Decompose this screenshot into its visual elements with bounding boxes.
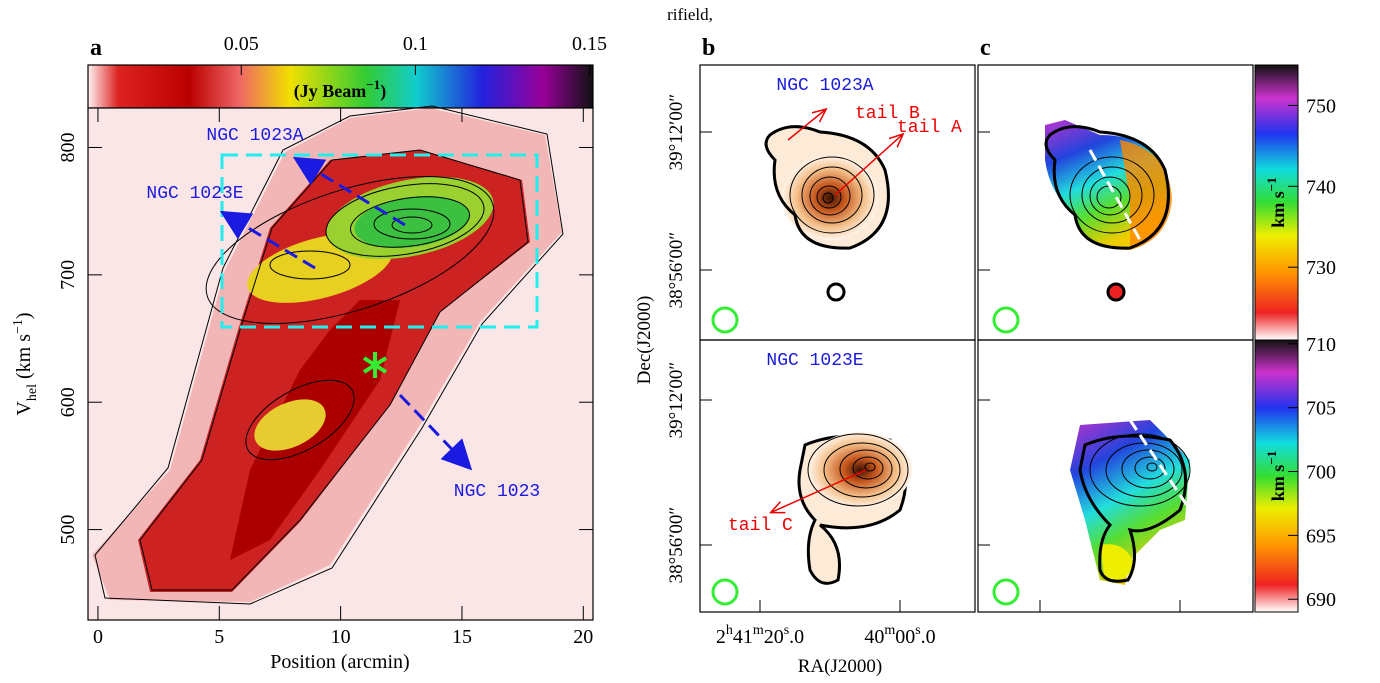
ra-tick-label: 40m00s.0	[864, 623, 935, 648]
maps	[699, 64, 1299, 613]
colorbar-tick-label: 690	[1306, 589, 1336, 611]
colorbar-tick-label: 0.1	[403, 33, 428, 55]
ra-tick-part: 40	[864, 626, 884, 648]
annotation: NGC 1023E	[146, 184, 243, 204]
ra-tick-part: m	[753, 623, 764, 638]
annotation: NGC 1023A	[776, 76, 873, 96]
ra-tick-part: s	[915, 623, 920, 638]
ra-tick-part: 20	[764, 626, 784, 648]
panel-label: b	[702, 35, 715, 61]
annotation: NGC 1023	[454, 482, 540, 502]
ra-tick-part: .0	[921, 626, 936, 648]
colorbar-tick-label: 0.05	[224, 33, 259, 55]
y-axis-label: Dec(J2000)	[634, 296, 655, 385]
y-tick-label: 800	[57, 132, 79, 162]
ra-tick-part: h	[726, 623, 733, 638]
colorbar-label: (Jy Beam−1)	[294, 77, 386, 102]
dec-tick-label: 38°56′00″	[666, 507, 687, 584]
x-axis-label: Position (arcmin)	[270, 651, 409, 673]
ra-tick-part: 41	[733, 626, 753, 648]
ra-tick-part: m	[884, 623, 895, 638]
label-part: −1	[1264, 177, 1279, 191]
y-axis-label: Vhel (km s−1)	[11, 312, 40, 415]
annotation: tail A	[897, 118, 962, 138]
ra-tick-part: 2	[716, 626, 726, 648]
pv-diagram	[88, 105, 593, 620]
colorbar-tick-label: 740	[1306, 176, 1336, 198]
label-part: −1	[1264, 451, 1279, 465]
colorbar-tick-label: 700	[1306, 462, 1336, 484]
colorbar-tick-label: 710	[1306, 334, 1336, 356]
x-axis-label: RA(J2000)	[798, 656, 882, 677]
colorbar	[88, 65, 593, 108]
ra-tick-label: 2h41m20s.0	[716, 623, 804, 648]
x-tick-label: 15	[452, 626, 472, 648]
annotation: NGC 1023E	[766, 351, 863, 371]
dec-tick-label: 39°12′00″	[666, 362, 687, 439]
colorbar-tick-label: 705	[1306, 398, 1336, 420]
x-tick-label: 20	[573, 626, 593, 648]
x-tick-label: 5	[214, 626, 224, 648]
colorbar-tick-label: 730	[1306, 257, 1336, 279]
colorbar-tick-label: 695	[1306, 525, 1336, 547]
x-tick-label: 10	[331, 626, 351, 648]
panel-label: a	[90, 35, 102, 61]
header-fragment: rifield,	[667, 5, 713, 24]
x-tick-label: 0	[93, 626, 103, 648]
ra-tick-part: 00	[895, 626, 915, 648]
annotation: tail C	[728, 516, 793, 536]
ra-tick-part: s	[784, 623, 789, 638]
panel-label: c	[980, 35, 991, 61]
colorbar-tick-label: 0.15	[572, 33, 607, 55]
dec-tick-label: 38°56′00″	[666, 232, 687, 309]
ra-tick-part: .0	[789, 626, 804, 648]
annotation: NGC 1023A	[206, 126, 303, 146]
colorbar-label: km s−1	[1264, 177, 1288, 227]
label-part: km s	[1268, 465, 1288, 502]
y-tick-label: 600	[57, 387, 79, 417]
label-part: km s	[1268, 191, 1288, 228]
y-tick-label: 500	[57, 515, 79, 545]
dec-tick-label: 39°12′00″	[666, 94, 687, 171]
colorbar-label: km s−1	[1264, 451, 1288, 501]
y-tick-label: 700	[57, 260, 79, 290]
colorbar-tick-label: 750	[1306, 95, 1336, 117]
annotation: tail B	[855, 104, 920, 124]
